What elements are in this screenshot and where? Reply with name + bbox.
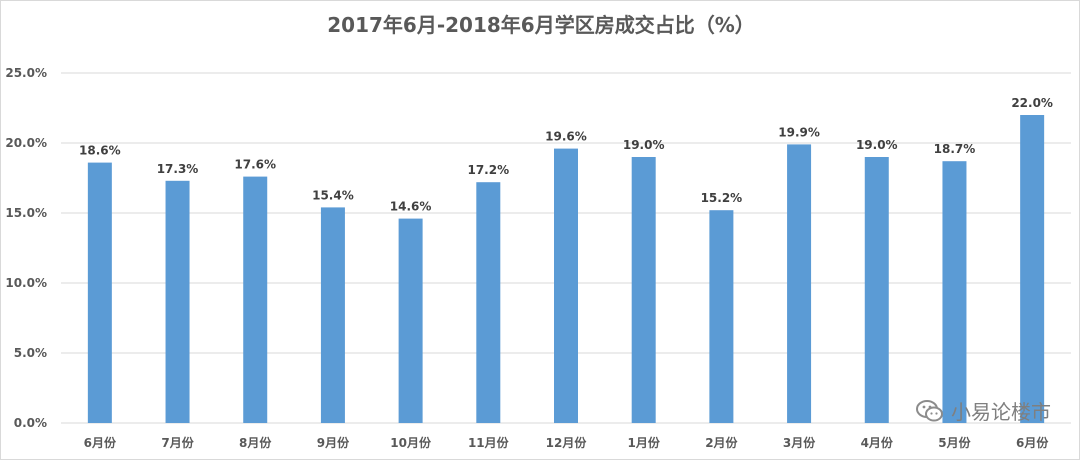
chart-title: 2017年6月-2018年6月学区房成交占比（%）: [327, 13, 755, 37]
bar: [87, 162, 112, 423]
watermark-text: 小易论楼市: [951, 400, 1051, 424]
y-tick-label: 5.0%: [14, 346, 47, 360]
bar: [1020, 115, 1045, 423]
bar: [320, 207, 345, 423]
bar: [787, 144, 812, 423]
bar: [864, 157, 889, 423]
data-label: 19.9%: [778, 125, 820, 139]
data-label: 18.7%: [934, 142, 976, 156]
x-tick-label: 11月份: [468, 435, 510, 450]
data-label: 22.0%: [1011, 96, 1053, 110]
data-label: 15.2%: [701, 191, 743, 205]
bar: [554, 148, 578, 423]
data-label: 17.3%: [157, 162, 199, 176]
data-label: 18.6%: [79, 144, 121, 158]
data-label: 19.0%: [856, 138, 898, 152]
bar: [243, 176, 268, 423]
data-label: 14.6%: [390, 200, 432, 214]
data-label: 17.6%: [234, 158, 276, 172]
x-tick-label: 1月份: [628, 435, 661, 450]
bar: [398, 218, 423, 423]
x-tick-label: 12月份: [546, 435, 588, 450]
data-label: 19.6%: [545, 130, 587, 144]
bar: [476, 182, 501, 423]
x-tick-label: 10月份: [390, 435, 432, 450]
data-label: 15.4%: [312, 188, 354, 202]
x-tick-label: 6月份: [1016, 435, 1049, 450]
bar: [165, 180, 190, 423]
x-tick-label: 5月份: [938, 435, 971, 450]
y-tick-label: 0.0%: [14, 416, 47, 430]
wechat-icon: [916, 399, 943, 421]
y-tick-label: 15.0%: [5, 206, 47, 220]
x-tick-label: 7月份: [161, 435, 194, 450]
y-tick-label: 10.0%: [5, 276, 47, 290]
y-tick-label: 20.0%: [5, 136, 47, 150]
x-tick-label: 9月份: [317, 435, 350, 450]
data-label: 17.2%: [467, 163, 509, 177]
x-tick-label: 8月份: [239, 435, 272, 450]
y-tick-label: 25.0%: [5, 66, 47, 80]
x-tick-label: 3月份: [783, 435, 816, 450]
bar: [709, 210, 734, 423]
bar: [942, 161, 967, 423]
x-tick-label: 2月份: [705, 435, 738, 450]
x-tick-label: 6月份: [84, 435, 117, 450]
data-label: 19.0%: [623, 138, 665, 152]
bar: [631, 157, 656, 423]
x-tick-label: 4月份: [861, 435, 894, 450]
watermark: 小易论楼市: [915, 396, 1051, 425]
